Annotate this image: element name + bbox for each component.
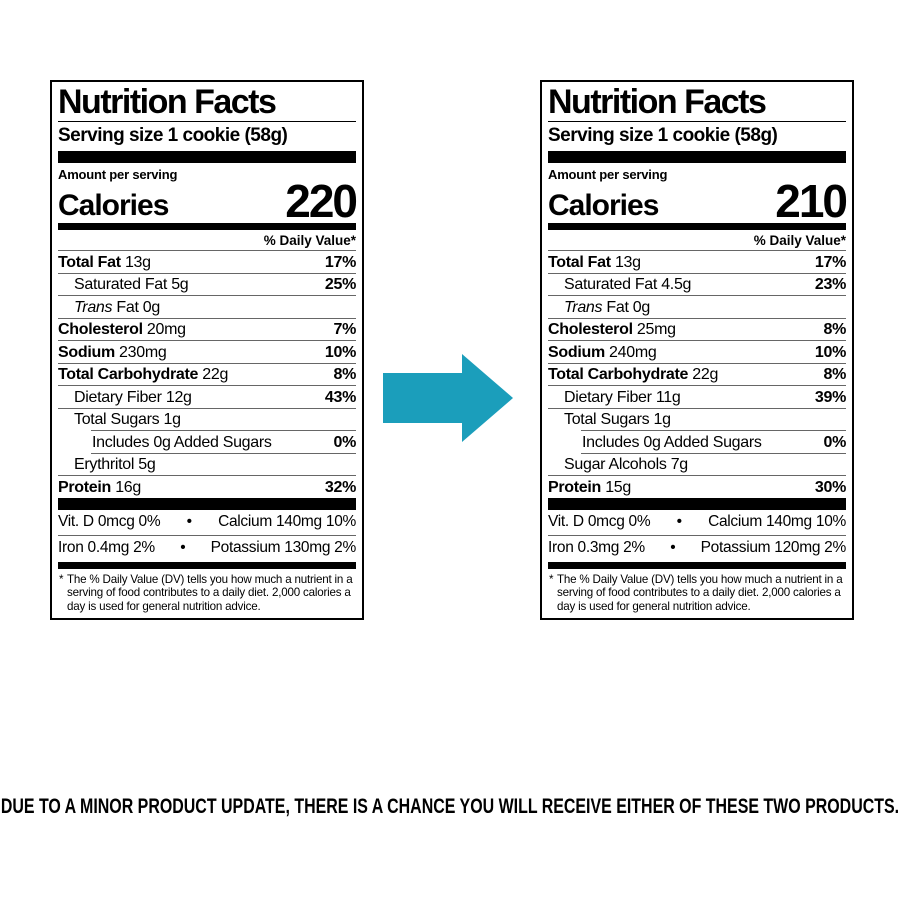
serving-size-text: Serving size 1 cookie (58g) [58,124,288,146]
row-total-carbohydrate: Total Carbohydrate 22g 8% [58,362,356,386]
serving-size-text: Serving size 1 cookie (58g) [548,124,778,146]
calories-row: Calories 210 [548,174,848,227]
medium-divider [58,223,356,231]
row-total-sugars: Total Sugars 1g [548,407,846,431]
asterisk-marker: * [549,572,554,586]
row-saturated-fat: Saturated Fat 4.5g 23% [548,272,846,296]
row-protein: Protein 16g 32% [58,475,356,498]
calories-row: Calories 220 [58,174,358,227]
row-sodium: Sodium 230mg 10% [58,340,356,363]
bullet-separator: • [670,539,676,557]
micro-row-iron-potassium: Iron 0.3mg 2% • Potassium 120mg 2% [548,534,846,561]
asterisk-marker: * [59,572,64,586]
thick-divider [548,150,846,163]
caption-text: DUE TO A MINOR PRODUCT UPDATE, THERE IS … [0,795,900,818]
row-cholesterol: Cholesterol 20mg 7% [58,317,356,341]
micro-row-vitd-calcium: Vit. D 0mcg 0% • Calcium 140mg 10% [548,513,846,531]
row-trans-fat: Trans Fat 0g [548,295,846,318]
small-divider [58,561,356,569]
thick-divider [548,497,846,510]
arrow-body [383,373,462,423]
row-sugar-alcohols: Sugar Alcohols 7g [564,456,688,474]
amount-per-serving-label: Amount per serving [58,166,178,182]
daily-value-header: % Daily Value* [753,233,846,249]
row-total-carbohydrate: Total Carbohydrate 22g 8% [548,362,846,386]
row-dietary-fiber: Dietary Fiber 11g 39% [548,385,846,408]
row-total-sugars: Total Sugars 1g [58,407,356,431]
daily-value-footnote: * The % Daily Value (DV) tells you how m… [59,572,353,613]
row-added-sugars: Includes 0g Added Sugars 0% [581,430,846,454]
arrow-head [462,354,513,442]
row-total-fat: Total Fat 13g 17% [548,250,846,273]
nutrition-label-old: Nutrition Facts Serving size 1 cookie (5… [50,80,364,621]
nutrition-facts-title: Nutrition Facts [548,85,846,122]
row-trans-fat: Trans Fat 0g [58,295,356,318]
row-protein: Protein 15g 30% [548,475,846,498]
row-saturated-fat: Saturated Fat 5g 25% [58,272,356,296]
row-erythritol: Erythritol 5g [74,456,156,474]
daily-value-header: % Daily Value* [263,233,356,249]
nutrition-label-new: Nutrition Facts Serving size 1 cookie (5… [540,80,854,621]
row-dietary-fiber: Dietary Fiber 12g 43% [58,385,356,408]
medium-divider [548,223,846,231]
bullet-separator: • [180,539,186,557]
amount-per-serving-label: Amount per serving [548,166,668,182]
thick-divider [58,497,356,510]
thick-divider [58,150,356,163]
calories-value: 210 [775,174,848,227]
bottom-caption: DUE TO A MINOR PRODUCT UPDATE, THERE IS … [0,795,900,819]
row-total-fat: Total Fat 13g 17% [58,250,356,273]
bullet-separator: • [676,513,682,531]
nutrition-facts-title: Nutrition Facts [58,85,356,122]
micro-row-vitd-calcium: Vit. D 0mcg 0% • Calcium 140mg 10% [58,513,356,531]
small-divider [548,561,846,569]
row-sodium: Sodium 240mg 10% [548,340,846,363]
row-added-sugars: Includes 0g Added Sugars 0% [91,430,356,454]
calories-label: Calories [548,189,659,223]
row-cholesterol: Cholesterol 25mg 8% [548,317,846,341]
micro-row-iron-potassium: Iron 0.4mg 2% • Potassium 130mg 2% [58,534,356,561]
daily-value-footnote: * The % Daily Value (DV) tells you how m… [549,572,843,613]
calories-label: Calories [58,189,169,223]
arrow-right-icon [383,353,513,443]
calories-value: 220 [285,174,358,227]
bullet-separator: • [186,513,192,531]
